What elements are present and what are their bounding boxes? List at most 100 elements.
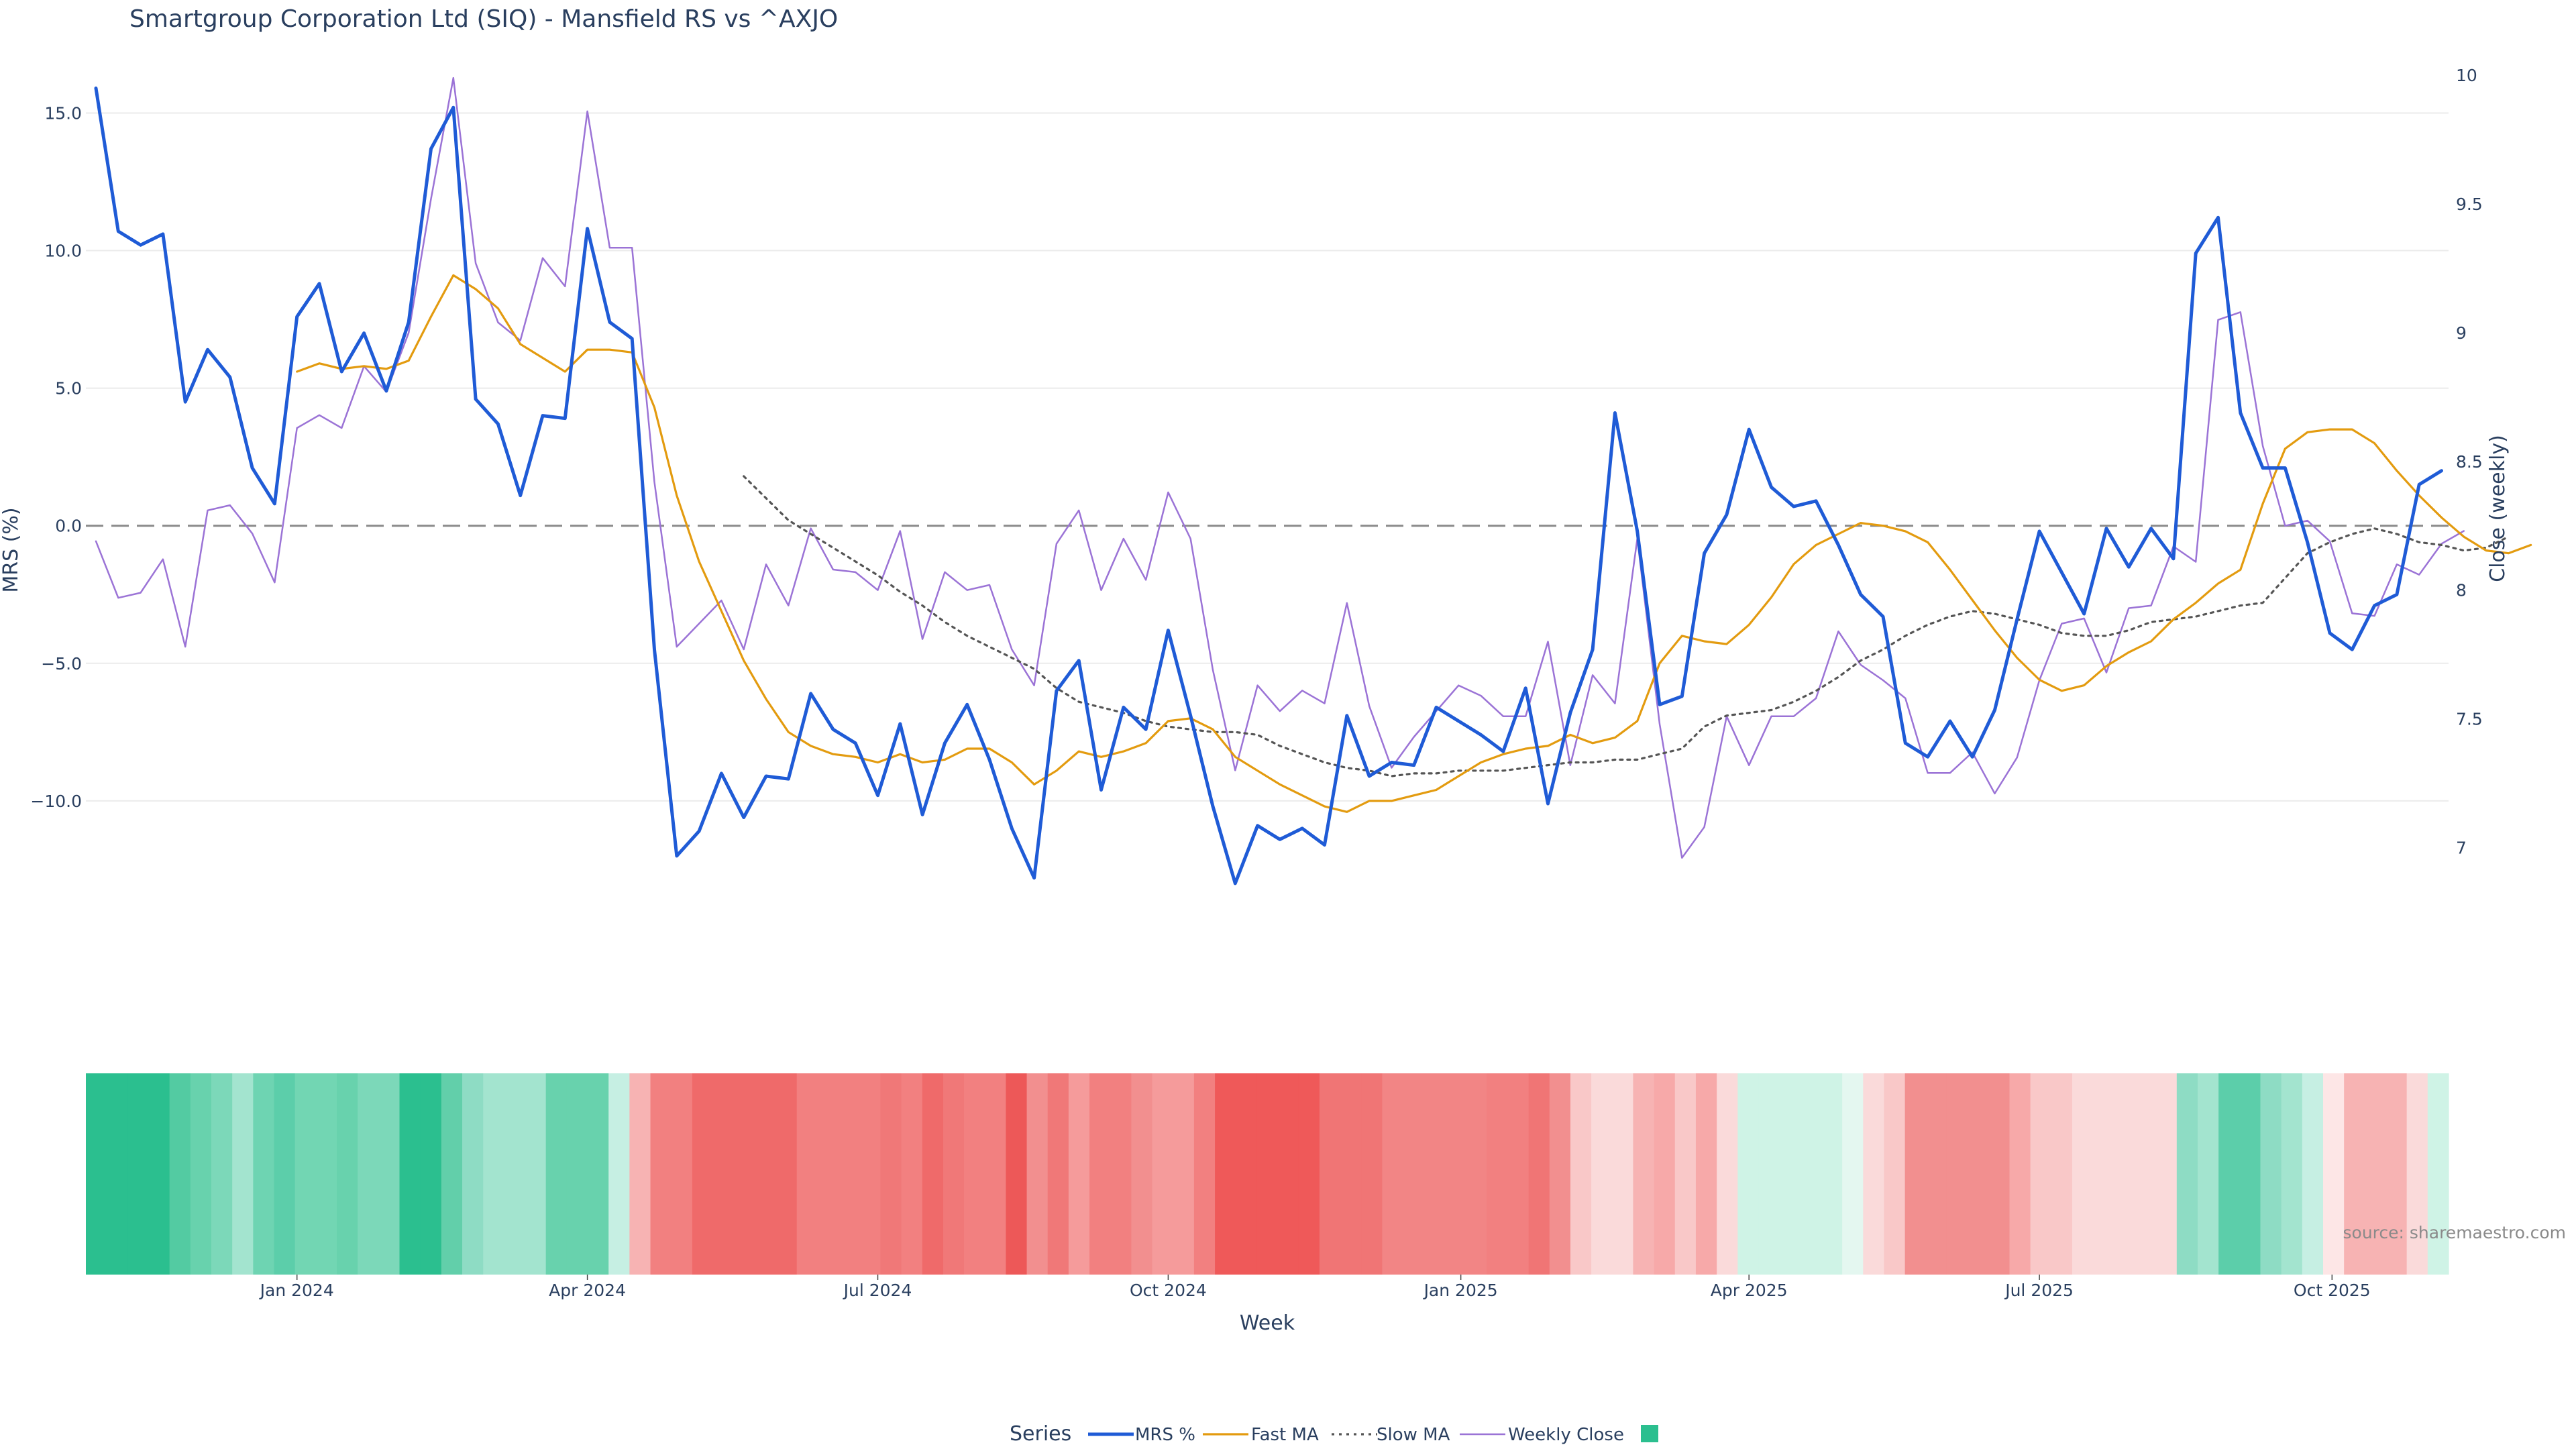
heatmap-cell [1758,1073,1780,1275]
heatmap-cell [1591,1073,1613,1275]
heatmap-cell [2344,1073,2365,1275]
legend-label: MRS % [1135,1425,1195,1445]
heatmap-cell [1988,1073,2010,1275]
x-tick-label: Oct 2025 [2294,1281,2371,1300]
heatmap-cell [734,1073,755,1275]
heatmap-cell [127,1073,150,1275]
chart-title: Smartgroup Corporation Ltd (SIQ) - Mansf… [129,5,838,33]
x-axis-label: Week [1240,1311,1295,1335]
heatmap-cell [2093,1073,2114,1275]
heatmap-cell [1047,1073,1069,1275]
legend-title: Series [1010,1422,1071,1446]
heatmap-cell [1026,1073,1049,1275]
x-tick-label: Jan 2024 [259,1281,334,1300]
x-tick-label: Jan 2025 [1423,1281,1498,1300]
heatmap-cell [2302,1073,2324,1275]
heatmap-cell [922,1073,944,1275]
heatmap-cell [2322,1073,2345,1275]
series-line-fast-ma[interactable] [296,274,2532,813]
right-tick-label: 10 [2456,66,2477,85]
legend-item-heatmap[interactable] [1641,1425,1658,1442]
left-axis-label: MRS (%) [0,507,23,592]
heatmap-cell [1842,1073,1864,1275]
series-line-mrs[interactable] [94,87,2443,885]
heatmap-cell [1444,1073,1466,1275]
heatmap-cell [755,1073,777,1275]
legend-item-slow-ma[interactable]: Slow MA [1332,1425,1450,1445]
legend-label: Slow MA [1377,1425,1450,1445]
heatmap-cell [107,1073,128,1275]
heatmap-cell [1507,1073,1529,1275]
heatmap-cell [2051,1073,2073,1275]
heatmap-cell [1487,1073,1509,1275]
heatmap-strip [86,1073,2449,1275]
heatmap-cell [315,1073,337,1275]
heatmap-cell [211,1073,233,1275]
heatmap-cell [650,1073,672,1275]
heatmap-cell [608,1073,630,1275]
heatmap-cell [190,1073,212,1275]
heatmap-cell [1968,1073,1989,1275]
x-axis-ticks: Jan 2024 Apr 2024 Jul 2024 Oct 2024 Jan 2025… [259,1275,2371,1300]
heatmap-cell [337,1073,358,1275]
heatmap-cell [2406,1073,2428,1275]
heatmap-cell [1131,1073,1153,1275]
right-tick-label: 8 [2456,581,2467,600]
heatmap-cell [1361,1073,1383,1275]
heatmap-cell [1633,1073,1655,1275]
heatmap-cell [901,1073,923,1275]
x-tick-label: Apr 2024 [549,1281,626,1300]
heatmap-cell [2218,1073,2240,1275]
heatmap-cell [504,1073,526,1275]
heatmap-cell [1256,1073,1279,1275]
plot-area[interactable] [94,76,2532,885]
left-tick-label: −10.0 [30,792,82,811]
heatmap-cell [1068,1073,1090,1275]
left-tick-label: 0.0 [55,517,82,536]
heatmap-cell [566,1073,588,1275]
heatmap-cell [253,1073,275,1275]
heatmap-cell [1382,1073,1404,1275]
heatmap-cell [525,1073,547,1275]
legend-item-fast-ma[interactable]: Fast MA [1203,1425,1319,1445]
heatmap-cell [2114,1073,2136,1275]
right-tick-label: 9.5 [2456,195,2483,214]
right-tick-label: 9 [2456,323,2467,343]
gridlines [86,112,2449,802]
heatmap-cell [1006,1073,1028,1275]
heatmap-cell [232,1073,254,1275]
heatmap-cell [2385,1073,2408,1275]
heatmap-cell [1277,1073,1299,1275]
heatmap-cell [1236,1073,1258,1275]
heatmap-cell [1424,1073,1446,1275]
heatmap-cell [943,1073,965,1275]
heatmap-cell [2365,1073,2387,1275]
heatmap-cell [1737,1073,1760,1275]
heatmap-cell [169,1073,191,1275]
heatmap-cell [399,1073,421,1275]
right-tick-label: 8.5 [2456,452,2483,472]
legend-item-mrs[interactable]: MRS % [1088,1425,1195,1445]
left-axis-ticks: 15.0 10.0 5.0 0.0 −5.0 −10.0 [30,103,82,810]
heatmap-cell [1110,1073,1132,1275]
heatmap-cell [588,1073,609,1275]
heatmap-cell [1298,1073,1320,1275]
heatmap-cell [483,1073,504,1275]
series-line-slow-ma[interactable] [743,475,2510,777]
legend-item-weekly-close[interactable]: Weekly Close [1460,1425,1624,1445]
heatmap-cell [1654,1073,1676,1275]
heatmap-cell [1152,1073,1174,1275]
right-axis-label: Close (weekly) [2486,435,2510,582]
heatmap-cell [1884,1073,1906,1275]
heatmap-cell [713,1073,735,1275]
right-tick-label: 7.5 [2456,710,2483,729]
heatmap-cell [86,1073,107,1275]
heatmap-cell [817,1073,839,1275]
heatmap-cell [2135,1073,2157,1275]
left-tick-label: 10.0 [44,241,82,261]
x-tick-label: Jul 2024 [843,1281,912,1300]
x-tick-label: Oct 2024 [1130,1281,1207,1300]
legend[interactable]: Series MRS % Fast MA Slow MA Weekly Close [1010,1422,1658,1446]
series-line-weekly-close[interactable] [95,76,2465,859]
heatmap-cell [2176,1073,2198,1275]
